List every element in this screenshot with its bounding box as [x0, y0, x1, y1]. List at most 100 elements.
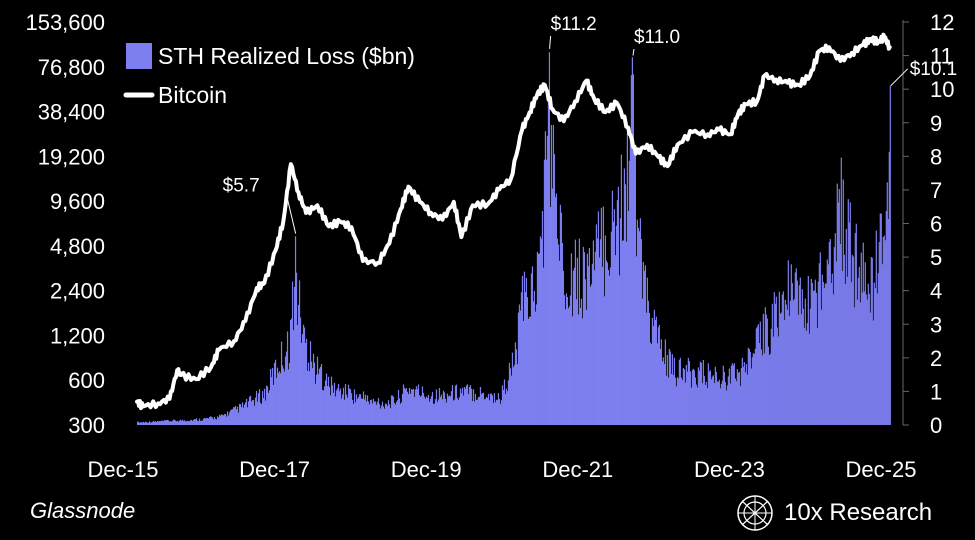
sth-loss-bar — [797, 314, 799, 425]
sth-loss-bar — [614, 255, 617, 425]
sth-loss-bar — [153, 421, 156, 425]
sth-loss-bar — [205, 418, 208, 425]
sth-loss-bar — [728, 368, 730, 425]
sth-loss-bar — [183, 420, 186, 425]
sth-loss-bar — [730, 365, 732, 425]
left-axis-tick-label: 76,800 — [38, 55, 105, 80]
sth-loss-bar — [312, 353, 315, 425]
sth-loss-bar — [398, 398, 401, 425]
sth-loss-bar — [331, 385, 334, 425]
sth-loss-bar — [670, 373, 672, 425]
sth-loss-bar — [719, 388, 721, 425]
sth-loss-bar — [727, 376, 729, 425]
sth-loss-bar — [337, 383, 340, 425]
sth-loss-bar — [196, 420, 199, 425]
sth-loss-bar — [442, 390, 445, 425]
sth-loss-bar — [843, 254, 845, 425]
sth-loss-bar — [347, 384, 350, 425]
sth-loss-bar — [839, 243, 841, 425]
sth-loss-bar — [557, 244, 560, 425]
sth-loss-bar — [509, 368, 512, 425]
right-axis-tick-label: 12 — [930, 10, 954, 35]
sth-loss-bar — [344, 383, 347, 425]
sth-loss-bar — [687, 357, 689, 425]
sth-loss-bar — [304, 342, 307, 425]
sth-loss-bar — [306, 370, 309, 425]
sth-loss-bar — [526, 297, 529, 425]
sth-loss-bar — [143, 422, 146, 425]
sth-loss-bar — [420, 395, 423, 425]
sth-loss-bar — [239, 404, 242, 425]
sth-loss-bar — [785, 304, 787, 425]
sth-loss-bar — [454, 385, 457, 425]
sth-loss-bar — [207, 418, 210, 425]
sth-loss-bar — [476, 399, 479, 425]
sth-loss-bar — [630, 75, 632, 425]
sth-loss-bar — [481, 393, 484, 425]
sth-loss-bar — [275, 377, 278, 425]
sth-loss-bar — [684, 382, 686, 425]
sth-loss-bar — [297, 304, 300, 425]
sth-loss-bar — [261, 391, 264, 425]
sth-loss-bar — [219, 415, 222, 425]
left-axis-tick-label: 600 — [68, 368, 105, 393]
sth-loss-bar — [790, 264, 792, 425]
sth-loss-bar — [708, 371, 710, 425]
sth-loss-bar — [338, 391, 341, 425]
sth-loss-bar — [472, 389, 475, 425]
sth-loss-bar — [293, 286, 296, 425]
sth-loss-bar — [803, 327, 805, 425]
sth-loss-bar — [688, 361, 690, 425]
sth-loss-bar — [533, 290, 536, 425]
sth-loss-bar — [473, 401, 476, 425]
sth-loss-bar — [715, 371, 717, 425]
legend-bar-swatch — [126, 43, 152, 69]
sth-loss-bar — [537, 253, 540, 425]
sth-loss-bar — [832, 294, 834, 425]
sth-loss-bar — [799, 277, 801, 425]
sth-loss-bar — [362, 391, 365, 425]
sth-loss-bar — [202, 418, 205, 425]
sth-loss-bar — [303, 327, 306, 425]
sth-loss-bar — [467, 394, 470, 425]
left-axis: 153,600 76,800 38,400 19,200 9,600 4,800 2,400… — [25, 10, 105, 438]
sth-loss-bar — [379, 408, 382, 425]
sth-loss-bar — [753, 353, 755, 425]
annotation-leader — [890, 68, 909, 87]
sth-loss-bar — [461, 387, 464, 425]
sth-loss-bar — [290, 318, 293, 425]
sth-loss-bar — [598, 257, 601, 425]
sth-loss-bar — [524, 292, 527, 425]
sth-loss-bar — [382, 406, 385, 425]
sth-loss-bar — [677, 378, 679, 425]
sth-loss-bar — [594, 251, 597, 425]
sth-loss-bar — [886, 182, 888, 425]
sth-loss-bar — [740, 367, 742, 425]
sth-loss-bar — [504, 393, 507, 425]
sth-loss-bar — [148, 421, 151, 425]
sth-loss-bar — [693, 370, 695, 425]
sth-loss-bar — [609, 267, 612, 425]
sth-loss-bar — [783, 320, 785, 425]
sth-loss-bar — [208, 417, 211, 425]
sth-loss-bar — [864, 262, 866, 425]
sth-loss-bar — [199, 420, 202, 425]
sth-loss-bar — [166, 419, 169, 425]
sth-loss-bar — [377, 398, 380, 425]
sth-loss-bar — [321, 390, 324, 425]
sth-loss-bar — [241, 402, 244, 425]
sth-loss-bar — [581, 318, 584, 425]
sth-loss-bar — [713, 383, 715, 425]
sth-loss-bar — [838, 189, 840, 425]
sth-loss-bar — [665, 375, 667, 425]
sth-loss-bar — [309, 341, 312, 425]
sth-loss-bar — [592, 240, 595, 425]
sth-loss-bar — [271, 367, 274, 425]
sth-loss-bar — [798, 285, 800, 425]
sth-loss-bar — [729, 383, 731, 425]
sth-loss-bar — [851, 254, 853, 425]
sth-loss-bar — [699, 361, 701, 425]
sth-loss-bar — [452, 400, 455, 425]
sth-loss-bar — [704, 384, 706, 425]
sth-loss-bar — [547, 94, 550, 426]
